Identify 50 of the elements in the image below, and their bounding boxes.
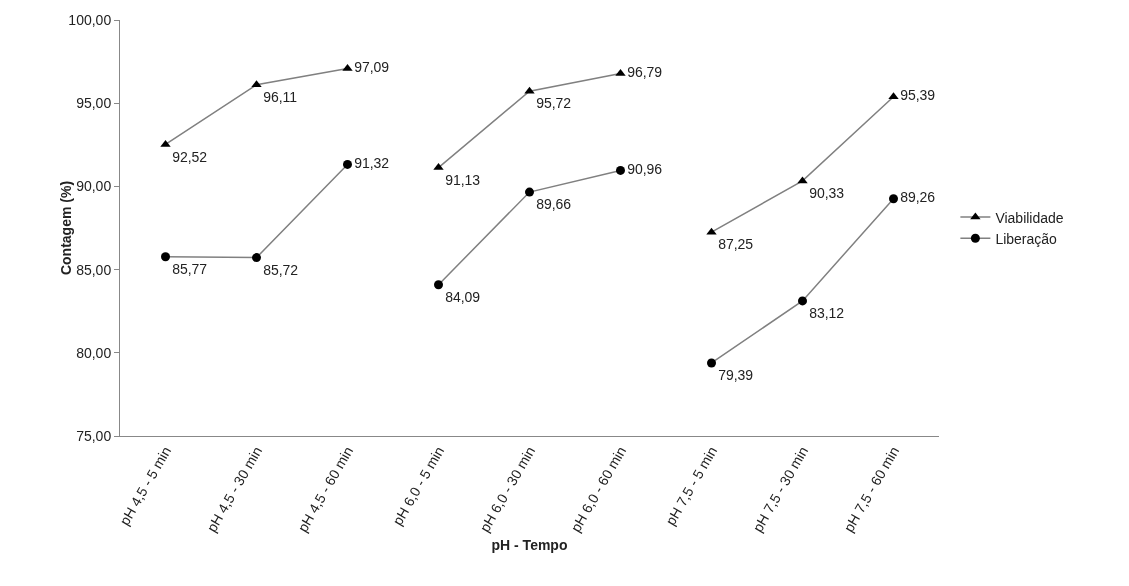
data-label: 92,52 [172,148,208,165]
y-tick-label: 100,00 [68,11,112,28]
y-tick-label: 85,00 [76,261,112,278]
point [252,253,261,263]
y-tick-label: 90,00 [76,178,112,195]
data-label: 89,66 [536,196,572,213]
data-label: 96,79 [627,63,663,80]
y-axis-title: Contagem (%) [58,180,75,276]
data-label: 95,72 [536,95,572,112]
x-tick-label: pH 6,0 - 30 min [476,443,539,535]
data-label: 91,13 [445,171,481,188]
data-label: 85,77 [172,260,208,277]
point [889,194,898,204]
legend-label: Viabilidade [995,209,1064,226]
point [161,252,170,262]
point [798,296,807,306]
data-label: 95,39 [900,87,936,104]
x-tick-label: pH 6,0 - 60 min [567,443,630,535]
y-tick-label: 95,00 [76,95,112,112]
x-tick-label: pH 7,5 - 5 min [662,443,721,528]
point [160,139,171,147]
data-label: 97,09 [354,58,390,75]
point [797,176,808,184]
x-tick-label: pH 7,5 - 30 min [749,443,812,535]
x-tick-label: pH 4,5 - 30 min [203,443,266,535]
data-label: 84,09 [445,288,481,305]
point [616,165,625,175]
x-axis-title: pH - Tempo [491,536,568,553]
data-label: 90,96 [627,160,663,177]
data-label: 79,39 [718,367,754,384]
point [342,63,353,71]
x-tick-label: pH 7,5 - 60 min [840,443,903,535]
data-label: 91,32 [354,154,390,171]
data-label: 89,26 [900,189,936,206]
point [343,159,352,169]
data-label: 96,11 [263,88,298,105]
point [615,68,626,76]
data-label: 90,33 [809,185,845,202]
point [525,187,534,197]
point [434,280,443,290]
y-tick-label: 80,00 [76,344,112,361]
point [707,358,716,368]
legend-label: Liberação [995,230,1058,247]
data-label: 87,25 [718,236,754,253]
y-tick-label: 75,00 [76,427,112,444]
data-label: 83,12 [809,305,845,322]
x-tick-label: pH 4,5 - 5 min [116,443,175,528]
x-tick-label: pH 6,0 - 5 min [389,443,448,528]
data-label: 85,72 [263,261,299,278]
x-tick-label: pH 4,5 - 60 min [294,443,357,535]
